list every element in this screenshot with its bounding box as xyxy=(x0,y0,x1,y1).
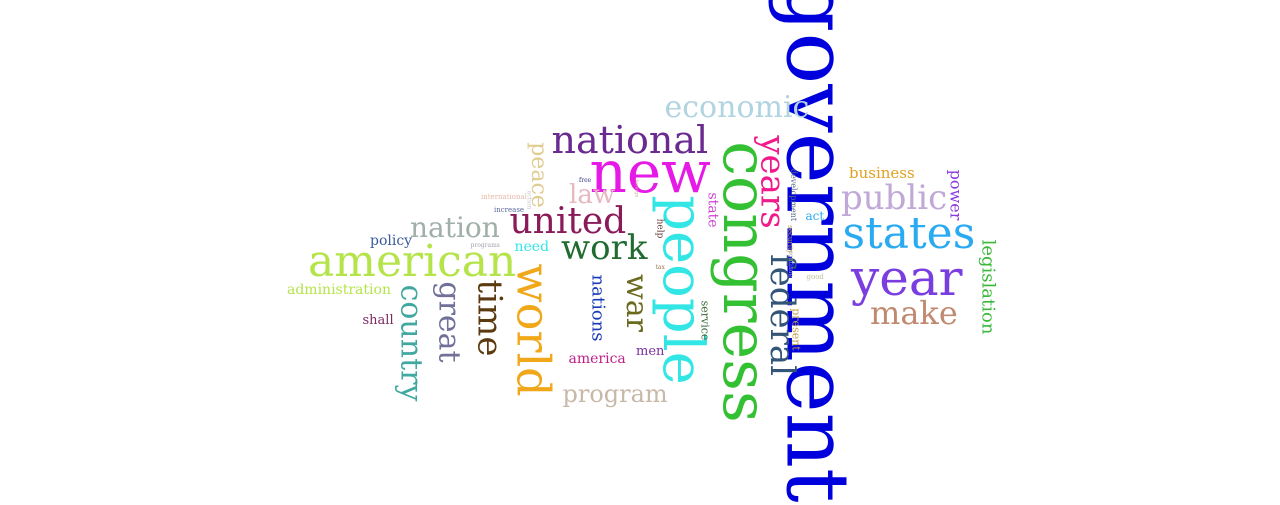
word-help: help xyxy=(654,218,665,238)
word-act: act xyxy=(805,209,825,223)
word-make: make xyxy=(870,294,958,332)
word-free: free xyxy=(579,177,592,184)
word-business: business xyxy=(849,163,915,182)
word-action: action xyxy=(524,190,532,210)
word-nation: nation xyxy=(410,211,500,244)
word-international: international xyxy=(481,192,527,201)
word-administration: administration xyxy=(287,282,391,298)
word-development: development xyxy=(789,168,799,222)
word-continue: continue xyxy=(787,250,795,278)
word-economic: economic xyxy=(664,90,810,125)
word-program: program xyxy=(562,380,668,408)
word-time: time xyxy=(468,279,509,357)
word-work: work xyxy=(561,228,648,268)
word-world: world xyxy=(506,263,561,397)
word-public: public xyxy=(841,178,948,218)
word-american: american xyxy=(308,236,517,287)
word-country: country xyxy=(392,284,428,402)
word-good: good xyxy=(806,272,824,281)
word-state: state xyxy=(704,192,721,228)
word-foreign: foreign xyxy=(633,178,640,198)
word-states: states xyxy=(842,208,976,259)
word-law: law xyxy=(569,180,616,210)
word-national: national xyxy=(551,118,709,162)
word-great: great xyxy=(431,281,467,363)
word-programs: programs xyxy=(470,242,500,249)
word-years: years xyxy=(752,135,793,229)
word-war: war xyxy=(618,274,654,332)
word-power: power xyxy=(945,169,965,221)
word-year: year xyxy=(851,249,963,307)
word-new: new xyxy=(589,138,711,206)
word-need: need xyxy=(514,239,550,255)
word-present: present xyxy=(789,307,803,351)
word-service: service xyxy=(698,300,712,340)
word-men: men xyxy=(636,343,665,359)
word-policy: policy xyxy=(370,233,413,249)
word-united: united xyxy=(509,201,627,242)
word-nations: nations xyxy=(586,274,608,342)
word-shall: shall xyxy=(362,312,394,328)
word-security: security xyxy=(785,224,794,254)
word-increase: increase xyxy=(494,205,525,214)
word-america: america xyxy=(568,351,626,367)
word-legislation: legislation xyxy=(976,239,998,335)
word-tax: tax xyxy=(655,264,665,271)
